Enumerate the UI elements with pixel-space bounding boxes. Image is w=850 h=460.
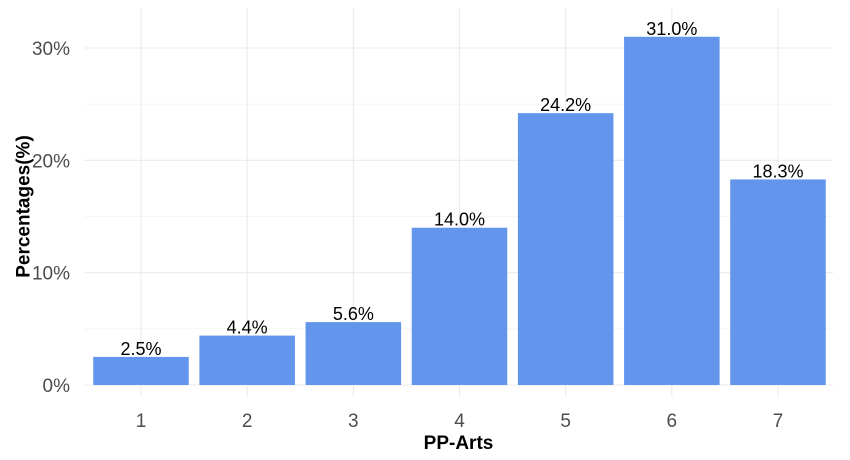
y-tick-label: 0% (43, 376, 71, 397)
bar (517, 113, 614, 386)
bar (93, 356, 189, 385)
data-label: 24.2% (540, 95, 591, 115)
x-axis-ticks: 1 2 3 4 5 6 7 (136, 411, 784, 432)
y-tick-label: 30% (32, 39, 70, 60)
bar (730, 179, 826, 385)
data-label: 5.6% (333, 304, 374, 324)
data-label: 4.4% (227, 318, 268, 338)
x-tick-label: 3 (348, 411, 359, 432)
bar (411, 227, 508, 385)
x-tick-label: 6 (667, 411, 678, 432)
x-tick-label: 4 (454, 411, 465, 432)
x-tick-label: 2 (242, 411, 253, 432)
data-label: 31.0% (646, 19, 697, 39)
data-label: 18.3% (752, 161, 803, 181)
data-label: 14.0% (434, 210, 485, 230)
y-tick-label: 20% (32, 151, 70, 172)
data-labels: 2.5% 4.4% 5.6% 14.0% 24.2% 31.0% 18.3% (120, 19, 803, 359)
bar (624, 36, 720, 386)
x-tick-label: 7 (773, 411, 784, 432)
bars (93, 36, 826, 386)
x-tick-label: 1 (136, 411, 147, 432)
x-tick-label: 5 (560, 411, 571, 432)
y-axis-title: Percentages(%) (14, 135, 35, 278)
data-label: 2.5% (120, 339, 161, 359)
x-axis-title: PP-Arts (424, 433, 494, 454)
y-tick-label: 10% (32, 264, 70, 285)
bar (305, 322, 402, 385)
bar (199, 335, 295, 385)
y-axis-ticks: 0% 10% 20% 30% (32, 39, 70, 397)
